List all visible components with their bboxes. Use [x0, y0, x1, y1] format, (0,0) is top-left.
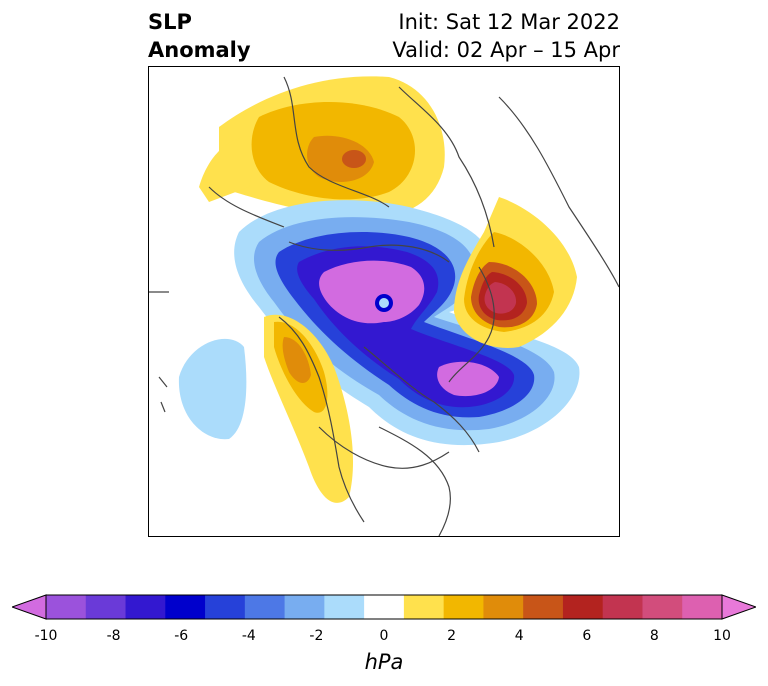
colorbar-tick-label: -2: [309, 628, 324, 644]
colorbar-segment: [602, 595, 643, 619]
colorbar-tick-label: 6: [582, 628, 592, 644]
europe-high: [454, 197, 577, 348]
map-title: SLP Anomaly: [148, 8, 251, 64]
colorbar-segment: [682, 595, 723, 619]
init-date: Init: Sat 12 Mar 2022: [398, 10, 620, 34]
valid-range: Valid: 02 Apr – 15 Apr: [392, 38, 620, 62]
colorbar-tick-label: -6: [174, 628, 189, 644]
colorbar-tick-label: 8: [649, 628, 659, 644]
title-line-2: Anomaly: [148, 38, 251, 62]
colorbar-segment: [284, 595, 325, 619]
colorbar-extend-min: [12, 594, 47, 620]
colorbar-segment: [125, 595, 166, 619]
colorbar-extend-max: [721, 594, 756, 620]
siberia-high: [199, 76, 445, 218]
colorbar-segment: [403, 595, 445, 619]
colorbar-segment: [443, 595, 484, 619]
colorbar-segment: [165, 595, 206, 619]
map-canvas: [149, 76, 619, 536]
colorbar-segment: [523, 595, 564, 619]
colorbar-units: hPa: [364, 650, 404, 674]
colorbar-tick-label: 0: [379, 628, 389, 644]
colorbar-tick-label: -8: [106, 628, 121, 644]
colorbar-segment: [85, 595, 127, 619]
colorbar-tick-label: -10: [34, 628, 58, 644]
colorbar-tick-label: 10: [713, 628, 731, 644]
colorbar-segment: [642, 595, 683, 619]
colorbar: [12, 594, 756, 620]
colorbar-segment: [46, 595, 87, 619]
coastlines: [149, 76, 619, 536]
colorbar-tick-label: 4: [514, 628, 524, 644]
colorbar-segment: [324, 595, 365, 619]
colorbar-outline: [45, 594, 723, 620]
colorbar-segment: [562, 595, 604, 619]
colorbar-segment: [483, 595, 524, 619]
colorbar-tick-label: 2: [447, 628, 457, 644]
forecast-dates: Init: Sat 12 Mar 2022 Valid: 02 Apr – 15…: [392, 8, 620, 64]
colorbar-segment: [244, 595, 286, 619]
colorbar-tick-label: -4: [241, 628, 256, 644]
pacific-low: [178, 338, 247, 440]
title-line-1: SLP: [148, 10, 192, 34]
arctic-low: [234, 200, 580, 446]
west-north-america-high: [264, 314, 354, 503]
slp-anomaly-map: [148, 66, 620, 537]
colorbar-segment: [205, 595, 246, 619]
colorbar-segment: [364, 595, 405, 619]
